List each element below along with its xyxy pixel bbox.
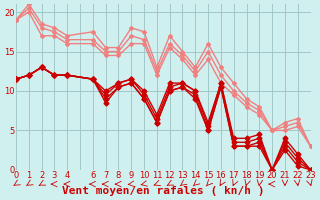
X-axis label: Vent moyen/en rafales ( kn/h ): Vent moyen/en rafales ( kn/h ) [62,186,265,196]
